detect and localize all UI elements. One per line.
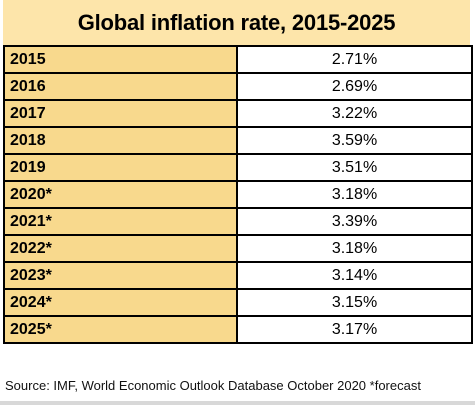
table-row: 2023* 3.14% — [3, 261, 473, 290]
year-cell: 2023* — [3, 261, 238, 290]
table-row: 2021* 3.39% — [3, 207, 473, 236]
inflation-table-body: 2015 2.71% 2016 2.69% 2017 3.22% 2018 3.59% 2019… — [3, 45, 473, 344]
year-cell: 2017 — [3, 99, 238, 128]
table-row: 2024* 3.15% — [3, 288, 473, 317]
table-row: 2017 3.22% — [3, 99, 473, 128]
table-row: 2018 3.59% — [3, 126, 473, 155]
inflation-table: 2015 2.71% 2016 2.69% 2017 3.22% 2018 3.59% 2019… — [3, 45, 473, 344]
table-row: 2019 3.51% — [3, 153, 473, 182]
year-cell: 2019 — [3, 153, 238, 182]
year-cell: 2015 — [3, 45, 238, 74]
inflation-value-cell: 3.17% — [236, 315, 473, 344]
inflation-value-cell: 3.18% — [236, 234, 473, 263]
table-row: 2015 2.71% — [3, 45, 473, 74]
table-row: 2016 2.69% — [3, 72, 473, 101]
table-row: 2020* 3.18% — [3, 180, 473, 209]
inflation-value-cell: 2.71% — [236, 45, 473, 74]
inflation-value-cell: 3.22% — [236, 99, 473, 128]
inflation-value-cell: 3.51% — [236, 153, 473, 182]
year-cell: 2016 — [3, 72, 238, 101]
year-cell: 2021* — [3, 207, 238, 236]
table-title-bar: Global inflation rate, 2015-2025 — [3, 0, 470, 45]
table-title: Global inflation rate, 2015-2025 — [77, 9, 396, 35]
inflation-value-cell: 3.14% — [236, 261, 473, 290]
inflation-value-cell: 3.39% — [236, 207, 473, 236]
source-note: Source: IMF, World Economic Outlook Data… — [5, 378, 421, 393]
bottom-divider — [0, 401, 475, 405]
inflation-value-cell: 3.18% — [236, 180, 473, 209]
year-cell: 2018 — [3, 126, 238, 155]
inflation-value-cell: 3.15% — [236, 288, 473, 317]
inflation-value-cell: 3.59% — [236, 126, 473, 155]
year-cell: 2024* — [3, 288, 238, 317]
inflation-value-cell: 2.69% — [236, 72, 473, 101]
year-cell: 2022* — [3, 234, 238, 263]
year-cell: 2025* — [3, 315, 238, 344]
year-cell: 2020* — [3, 180, 238, 209]
table-row: 2025* 3.17% — [3, 315, 473, 344]
table-row: 2022* 3.18% — [3, 234, 473, 263]
